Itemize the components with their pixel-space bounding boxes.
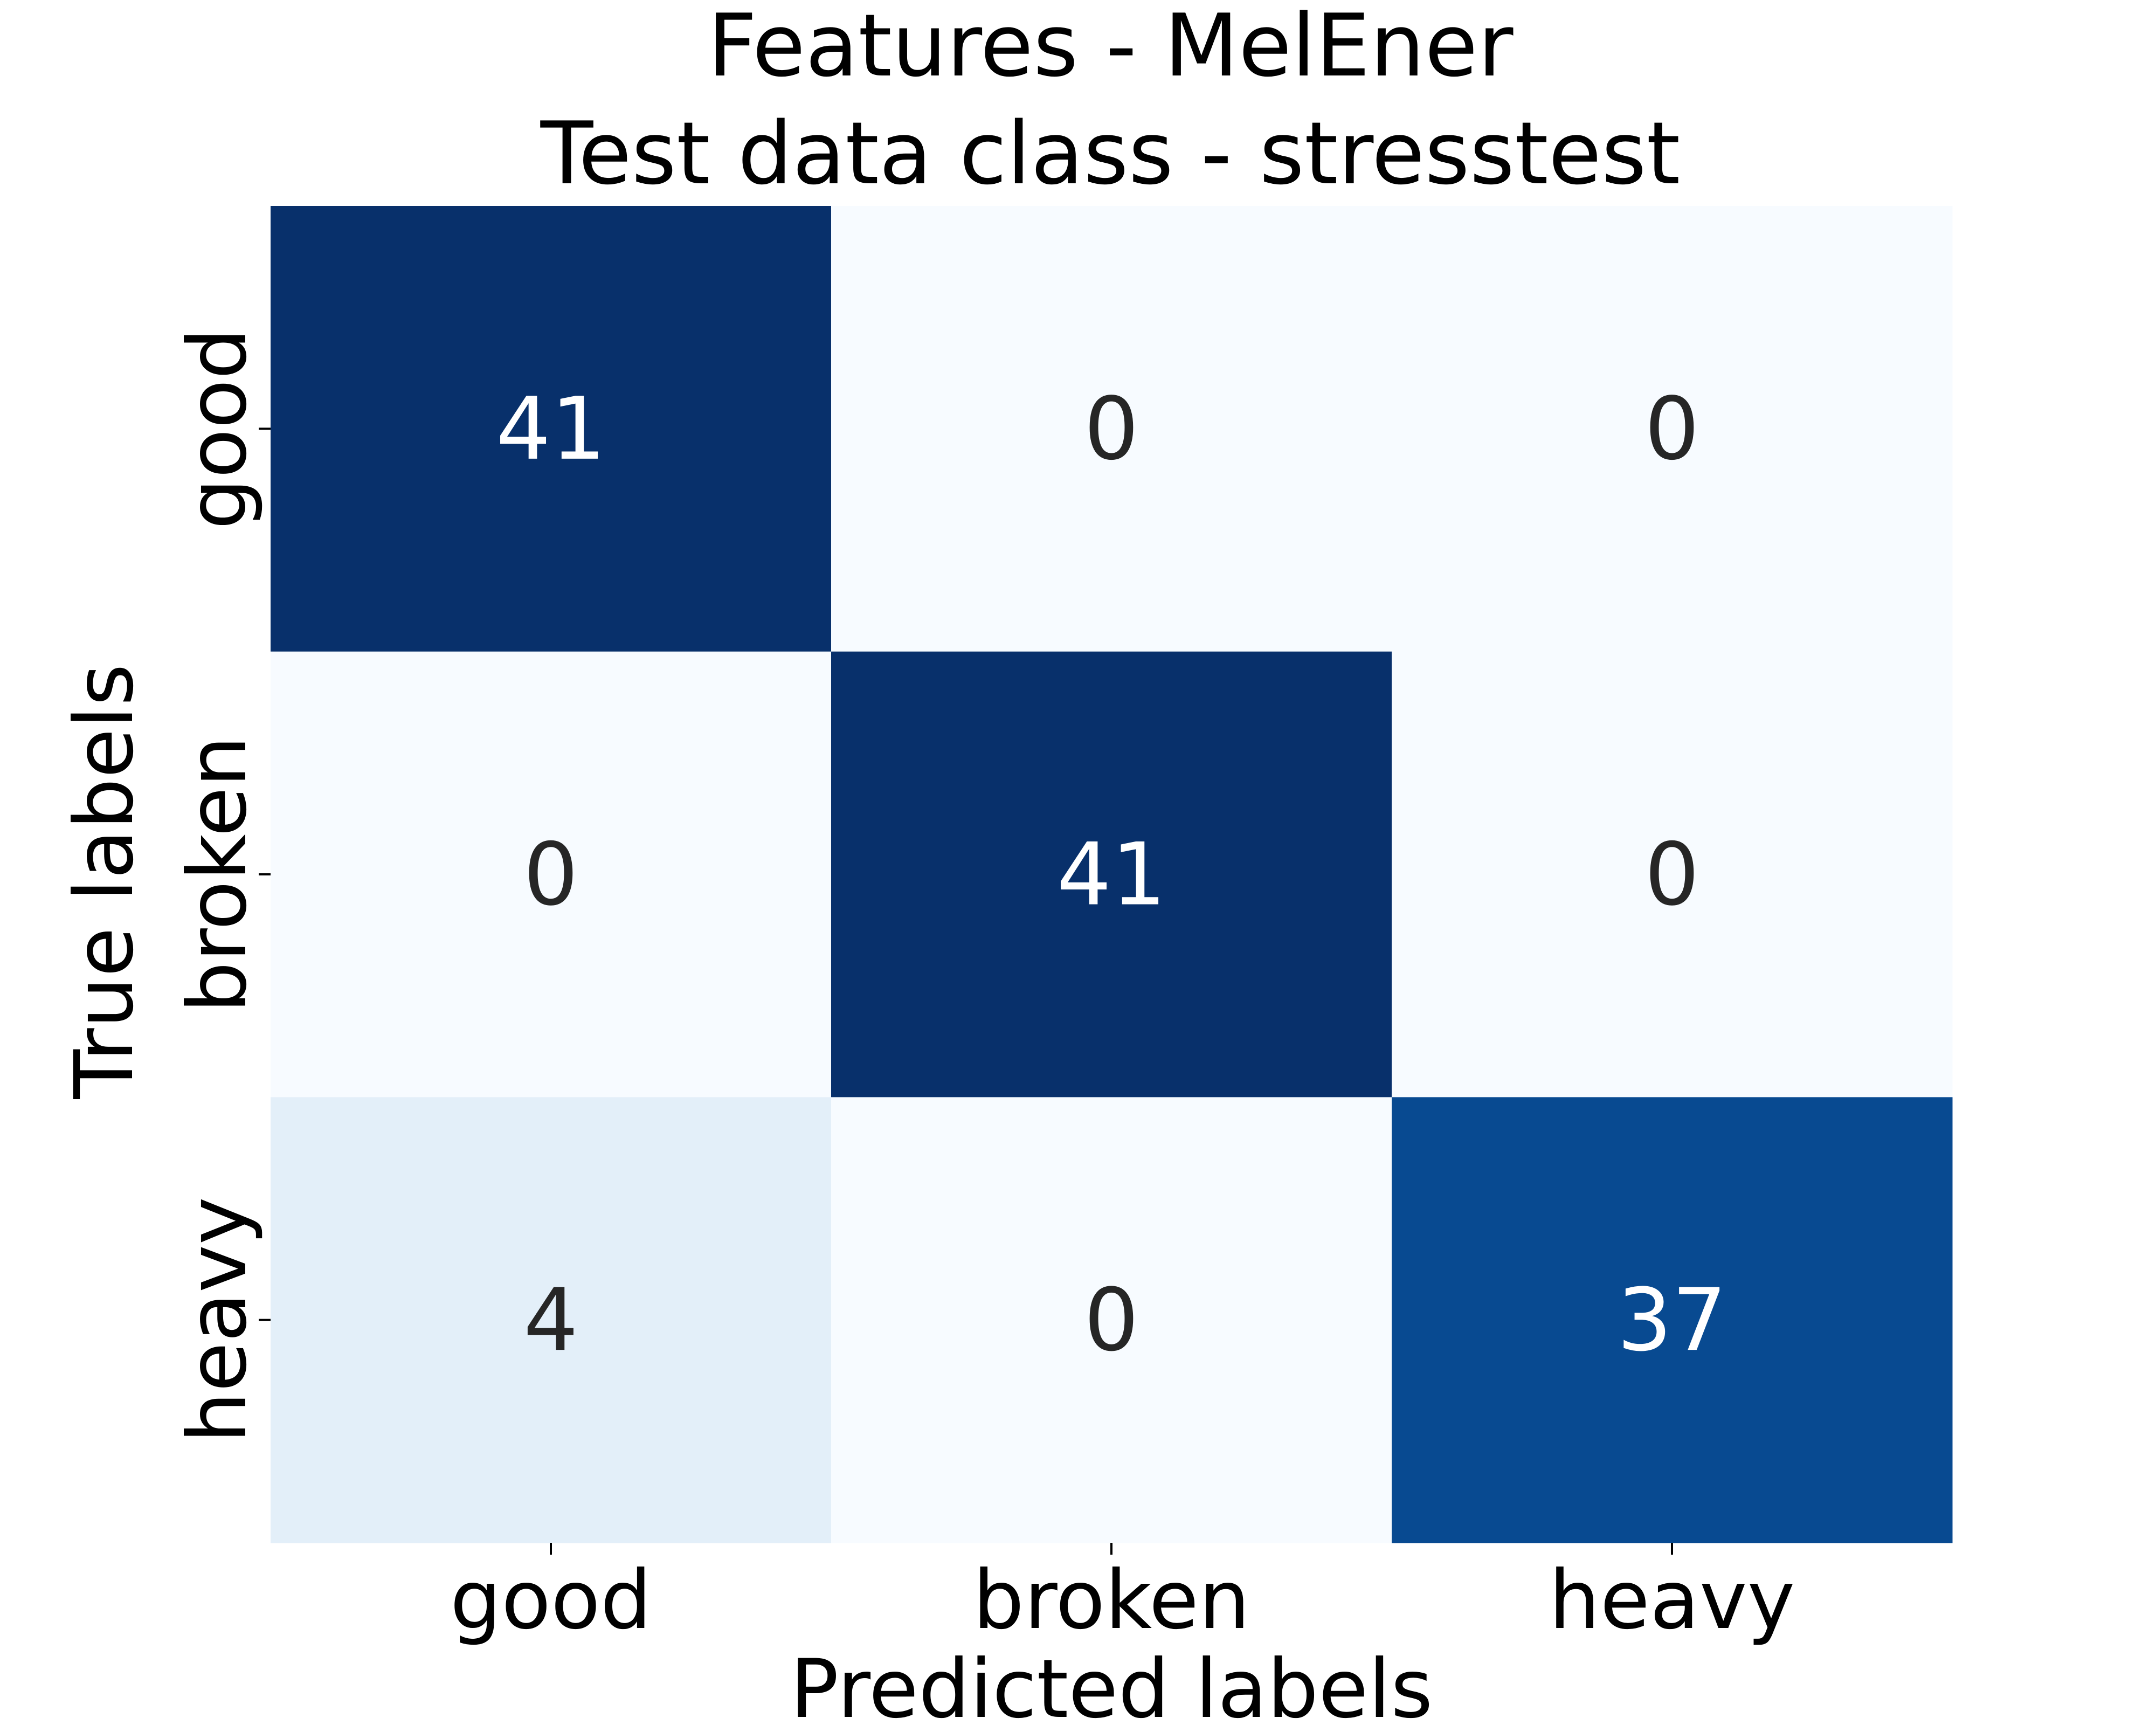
heatmap-cell-heavy-good <box>271 1097 832 1543</box>
cell-value-good-heavy: 0 <box>1644 378 1699 479</box>
y-tick-label-heavy: heavy <box>171 1197 265 1443</box>
cell-value-broken-broken: 41 <box>1056 824 1166 925</box>
x-axis-label: Predicted labels <box>790 1643 1433 1725</box>
heatmap-cell-good-heavy <box>1392 206 1953 652</box>
x-tick-label-heavy: heavy <box>1549 1554 1795 1647</box>
cell-value-heavy-good: 4 <box>523 1269 578 1370</box>
heatmap-cells <box>271 206 1953 1543</box>
cell-value-good-broken: 0 <box>1084 378 1139 479</box>
y-axis-label: True labels <box>58 664 151 1099</box>
heatmap-cell-good-broken <box>831 206 1392 652</box>
heatmap-cell-broken-good <box>271 651 832 1098</box>
heatmap-cell-broken-broken <box>831 651 1392 1098</box>
heatmap-cell-heavy-heavy <box>1392 1097 1953 1543</box>
cell-value-broken-good: 0 <box>523 824 578 925</box>
x-axis-ticks: good broken heavy <box>450 1543 1795 1647</box>
cell-value-good-good: 41 <box>496 378 606 479</box>
cell-annotations: 41 0 0 0 41 0 4 0 37 <box>496 378 1727 1370</box>
x-tick-label-good: good <box>450 1554 652 1647</box>
y-tick-label-good: good <box>171 328 265 529</box>
heatmap-cell-broken-heavy <box>1392 651 1953 1098</box>
y-tick-label-broken: broken <box>171 736 265 1013</box>
chart-title-line-2: Test data class - stresstest <box>540 103 1681 204</box>
x-tick-label-broken: broken <box>973 1554 1250 1647</box>
y-axis-ticks: good broken heavy <box>171 328 271 1443</box>
cell-value-broken-heavy: 0 <box>1644 824 1699 925</box>
heatmap-cell-heavy-broken <box>831 1097 1392 1543</box>
cell-value-heavy-heavy: 37 <box>1617 1269 1727 1370</box>
cell-value-heavy-broken: 0 <box>1084 1269 1139 1370</box>
chart-title: Features - MelEner Test data class - str… <box>540 0 1681 204</box>
chart-title-line-1: Features - MelEner <box>707 0 1513 96</box>
heatmap-cell-good-good <box>271 206 832 652</box>
